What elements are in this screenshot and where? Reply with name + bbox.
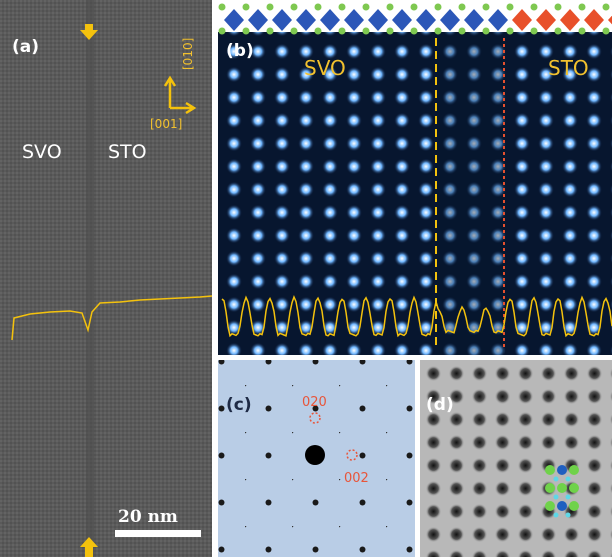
atom	[243, 4, 250, 11]
figure: (a) [010] [001] SVO STO 20 nm (b) SVO ST…	[0, 0, 612, 557]
panel-label: (a)	[12, 37, 39, 57]
atom-overlay	[545, 465, 579, 518]
atom	[569, 465, 579, 475]
atom	[531, 28, 538, 35]
atom	[291, 4, 298, 11]
atom	[569, 501, 579, 511]
arrow-top-stem	[85, 24, 93, 32]
panel-c: (c) 020 002	[218, 360, 415, 557]
atom	[554, 495, 559, 500]
atom	[554, 513, 559, 518]
atom	[554, 477, 559, 482]
scale-bar-label: 20 nm	[118, 507, 178, 527]
atom	[557, 483, 567, 493]
atom	[459, 28, 466, 35]
atom	[291, 28, 298, 35]
atom	[557, 465, 567, 475]
interface	[86, 0, 94, 557]
panel-label: (c)	[226, 395, 252, 415]
atom	[483, 28, 490, 35]
atom	[579, 28, 586, 35]
atom	[267, 28, 274, 35]
atom	[555, 4, 562, 11]
atom	[339, 4, 346, 11]
atom	[363, 28, 370, 35]
atom	[507, 4, 514, 11]
atom	[566, 495, 571, 500]
atom	[267, 4, 274, 11]
atom	[557, 501, 567, 511]
atom	[545, 501, 555, 511]
atom	[555, 28, 562, 35]
atom	[411, 4, 418, 11]
material-label: STO	[548, 56, 589, 80]
panel-d: (d)	[420, 360, 612, 557]
image-b	[218, 32, 612, 355]
atom	[531, 4, 538, 11]
atom	[411, 28, 418, 35]
arrow-bottom-stem	[85, 545, 93, 557]
atom	[387, 28, 394, 35]
atom	[219, 4, 226, 11]
atom	[579, 4, 586, 11]
atom	[545, 483, 555, 493]
atom	[315, 4, 322, 11]
atom	[315, 28, 322, 35]
atom	[243, 28, 250, 35]
atom	[459, 4, 466, 11]
central-spot	[305, 445, 325, 465]
atom	[435, 28, 442, 35]
atom	[507, 28, 514, 35]
material-label: SVO	[304, 56, 346, 80]
material-label: SVO	[22, 141, 62, 163]
interface-region	[436, 32, 504, 355]
spot-label: 002	[344, 471, 369, 486]
image-a	[0, 0, 212, 557]
atom	[363, 4, 370, 11]
panel-a: (a) [010] [001] SVO STO 20 nm	[0, 0, 212, 557]
atom	[603, 4, 610, 11]
panel-label: (d)	[426, 395, 454, 415]
scale-bar	[115, 530, 201, 537]
atom	[435, 4, 442, 11]
material-label: STO	[108, 141, 147, 163]
direction-label: [010]	[181, 38, 195, 70]
spot-label: 020	[302, 395, 327, 410]
atom	[339, 28, 346, 35]
atom	[566, 513, 571, 518]
atom	[387, 4, 394, 11]
atom	[603, 28, 610, 35]
atom	[483, 4, 490, 11]
direction-label: [001]	[150, 117, 182, 131]
atom	[566, 477, 571, 482]
atom	[569, 483, 579, 493]
atom	[219, 28, 226, 35]
panel-b: (b) SVO STO	[218, 0, 612, 355]
image-d	[420, 360, 612, 557]
atom	[545, 465, 555, 475]
panel-label: (b)	[226, 41, 254, 61]
